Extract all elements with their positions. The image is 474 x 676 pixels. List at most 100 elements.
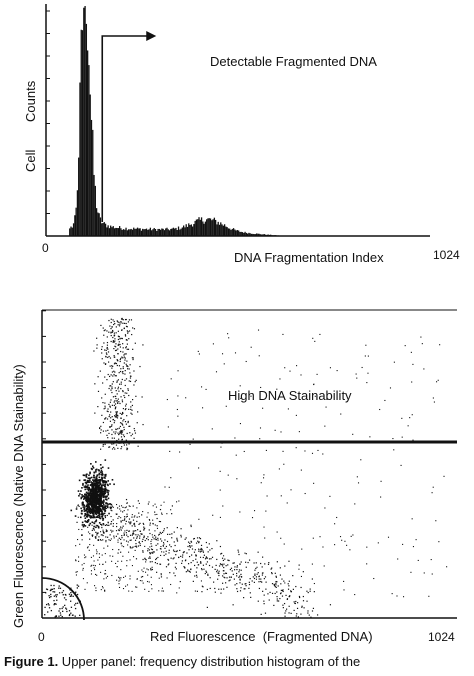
scatter-point [112,396,115,398]
scatter-point [209,587,211,590]
scatter-point [120,432,122,434]
fragmented-dna-arrow-head [146,31,157,41]
scatter-point [165,553,167,555]
scatter-point [123,434,125,436]
scatter-point [69,595,71,597]
scatter-point [110,520,113,523]
scatter-point [135,395,137,397]
scatter-point [116,402,119,404]
scatter-point [83,504,86,507]
scatter-point [211,428,213,430]
scatter-point [198,541,200,543]
scatter-point [87,519,90,521]
scatter-point [157,556,159,559]
scatter-point [85,509,88,511]
scatter-point [303,607,305,609]
scatter-point [116,566,118,568]
scatter-point [113,370,115,372]
scatter-point [266,495,268,497]
scatter-point [205,571,208,573]
scatter-point [98,563,101,565]
scatter-point [100,489,103,492]
histogram-annotation: Detectable Fragmented DNA [210,54,377,69]
scatter-point [131,409,133,411]
scatter-point [117,529,120,531]
scatter-point [120,350,122,353]
scatter-point [214,587,216,590]
scatter-point [160,538,162,540]
scatter-point [94,521,96,523]
scatter-point [239,385,241,387]
scatter-point [250,346,252,348]
scatter-point [111,429,113,431]
scatter-point [207,574,209,576]
scatter-point [48,604,50,606]
scatter-point [194,590,196,592]
scatter-point [379,408,381,411]
scatter-point [93,496,96,499]
scatter-point [89,517,92,519]
scatter-point [123,519,126,521]
scatter-point [215,371,218,373]
scatter-point [45,603,48,606]
scatter-point [105,561,107,563]
scatter-point [217,572,219,574]
scatter-point [89,495,92,498]
scatter-point [113,483,115,486]
scatter-point [100,500,103,502]
histogram-bar [162,228,164,236]
scatter-point [98,515,101,518]
histogram-bar [223,224,226,236]
scatter-point [263,603,265,605]
scatter-point [257,329,260,331]
scatter-point [114,338,116,340]
histogram-bar [88,65,90,236]
scatter-point [116,523,118,525]
scatter-point [120,542,122,544]
scatter-point [120,505,123,507]
scatter-point [112,319,114,321]
scatter-point [265,449,267,451]
histogram-bar [153,227,155,236]
scatter-point [50,593,52,596]
scatter-point [80,497,83,500]
scatter-point [206,557,209,559]
histogram-bar [175,227,177,236]
scatter-point [226,586,228,588]
scatter-point [145,571,147,573]
scatter-point [124,359,126,361]
scatter-point [98,513,100,516]
scatter-point [50,588,52,591]
scatter-point [123,418,125,421]
scatter-point [105,481,108,484]
scatter-point [104,516,107,519]
scatter-point [118,336,120,338]
histogram-bar [122,229,125,236]
scatter-point [169,572,171,574]
scatter-point [313,582,315,585]
scatter-point [81,494,83,496]
scatter-point [197,540,199,542]
scatter-point [198,518,200,520]
scatter-point [239,578,241,580]
scatter-point [128,590,130,592]
histogram-bar [191,226,194,236]
scatter-point [248,587,250,589]
scatter-point [248,583,251,586]
histogram-bar [239,231,241,236]
scatter-point [334,544,336,546]
scatter-point [47,603,49,605]
scatter-point [301,605,303,607]
scatter-point [295,447,297,449]
scatter-point [92,505,95,508]
scatter-point [202,407,204,409]
scatter-point [121,535,123,537]
scatter-point [98,553,100,555]
histogram-bar [170,228,172,236]
scatter-point [198,467,200,469]
scatter-point [59,608,61,610]
scatter-point [339,536,342,538]
scatter-point [75,574,78,576]
histogram-bar [217,221,219,236]
scatter-point [131,514,133,516]
